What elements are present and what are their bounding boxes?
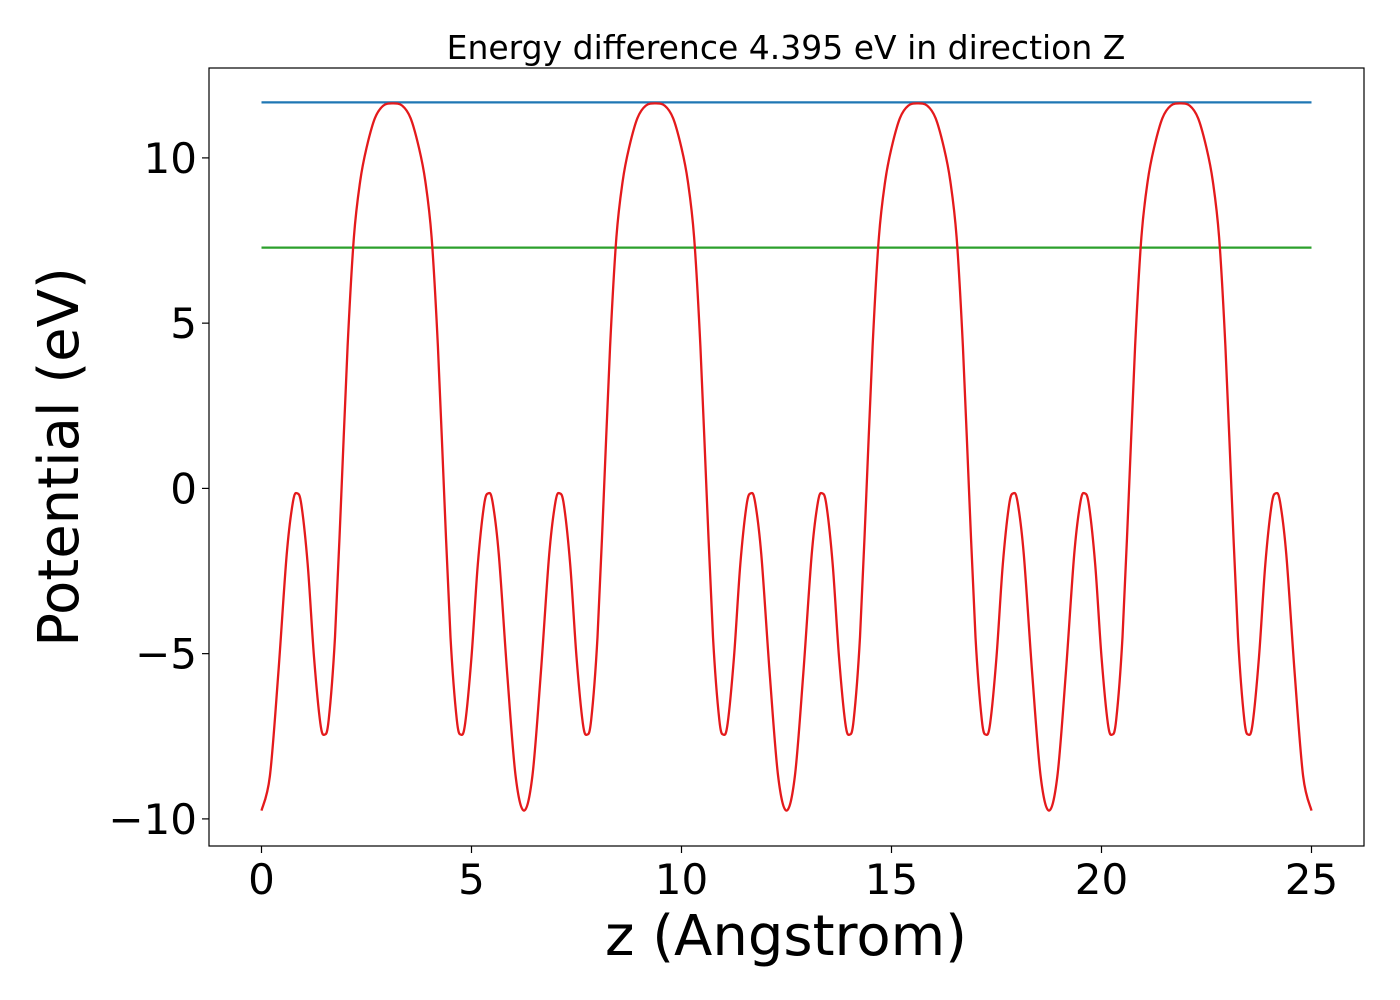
- x-tick-label: 15: [865, 855, 918, 904]
- x-tick-label: 25: [1285, 855, 1338, 904]
- x-tick-label: 20: [1075, 855, 1128, 904]
- x-tick-label: 5: [458, 855, 485, 904]
- x-tick-label: 10: [655, 855, 708, 904]
- y-tick-label: 5: [170, 299, 197, 348]
- plot-frame: [208, 67, 1365, 847]
- y-tick-label: −10: [108, 795, 197, 844]
- x-tick-label: 0: [248, 855, 275, 904]
- y-tick-label: 0: [170, 464, 197, 513]
- data-line: [260, 102, 1313, 812]
- chart-title: Energy difference 4.395 eV in direction …: [447, 28, 1126, 67]
- x-axis-label: z (Angstrom): [605, 904, 967, 969]
- y-tick-label: −5: [135, 630, 197, 679]
- y-tick-label: 10: [144, 134, 197, 183]
- y-axis-label: Potential (eV): [27, 267, 92, 647]
